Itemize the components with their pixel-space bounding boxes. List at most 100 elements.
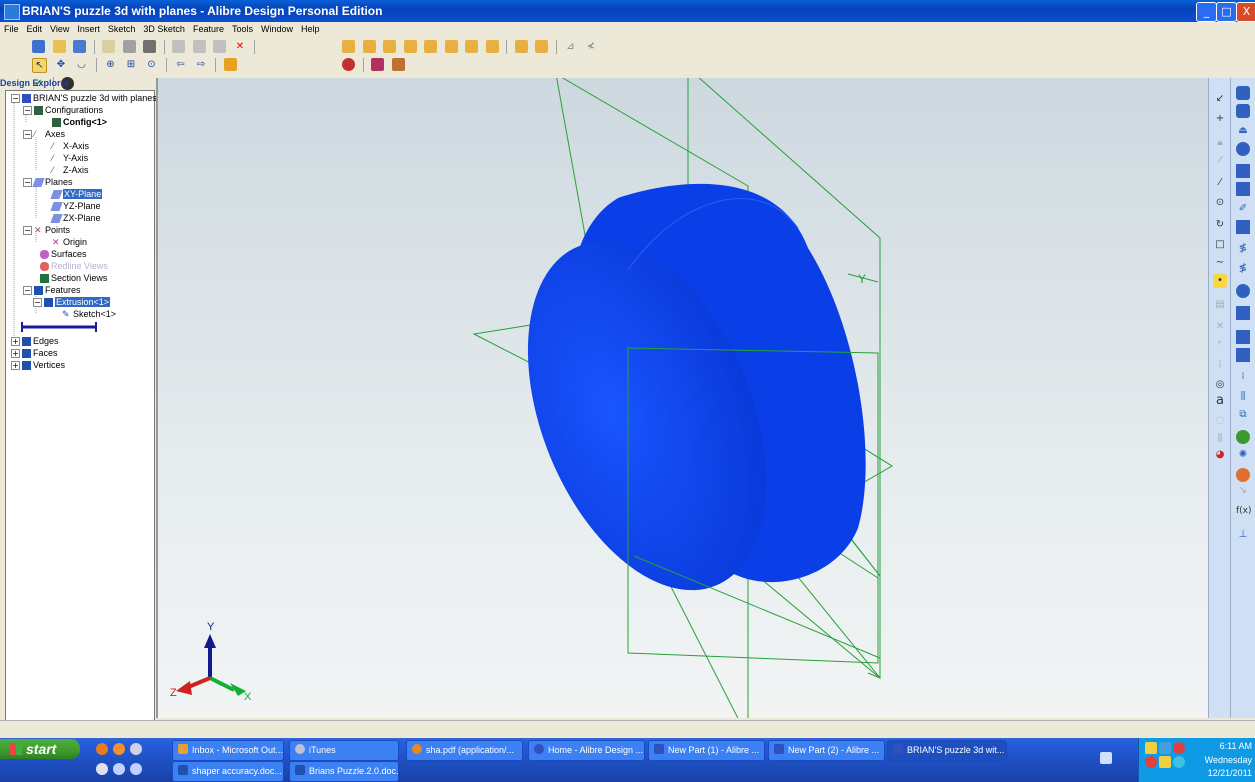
pattern-icon[interactable] bbox=[342, 58, 355, 71]
tree-item-y-axis[interactable]: ⁄ Y-Axis bbox=[52, 153, 89, 164]
next-view-icon[interactable]: ⇨ bbox=[196, 59, 206, 70]
rollback-bar-icon[interactable] bbox=[20, 321, 100, 333]
paste-icon[interactable] bbox=[213, 40, 226, 53]
tree-item-extrusion-1[interactable]: Extrusion<1> bbox=[44, 296, 111, 308]
tree-item-surfaces[interactable]: Surfaces bbox=[40, 248, 87, 260]
rectangle-icon[interactable]: □ bbox=[1215, 239, 1225, 250]
sweep-cut-icon[interactable] bbox=[465, 40, 478, 53]
zoom-window-icon[interactable]: ⊞ bbox=[126, 59, 136, 70]
mirror-icon[interactable] bbox=[371, 58, 384, 71]
select-arrow-icon[interactable]: ↖ bbox=[32, 58, 47, 73]
help-tray-icon[interactable] bbox=[1100, 752, 1112, 764]
pattern-sketch-icon[interactable]: ⁞ bbox=[1218, 359, 1222, 370]
copy-icon[interactable] bbox=[192, 40, 206, 53]
inspect-icon[interactable]: ✺ bbox=[1238, 449, 1248, 460]
zoom-fit-icon[interactable]: ⊕ bbox=[106, 59, 115, 70]
delete-icon[interactable]: ✕ bbox=[235, 41, 245, 52]
open-folder-icon[interactable] bbox=[52, 40, 66, 53]
taskbar-item-brians-puzzle[interactable]: BRIAN'S puzzle 3d wit... bbox=[887, 740, 1007, 761]
mirror-sketch-icon[interactable]: ◌ bbox=[1215, 415, 1225, 426]
tree-item-sketch-1[interactable]: ✎ Sketch<1> bbox=[62, 309, 117, 320]
new-icon[interactable] bbox=[32, 40, 45, 53]
tree-item-vertices[interactable]: Vertices bbox=[22, 359, 65, 371]
part-feature-icon[interactable] bbox=[1236, 86, 1250, 100]
print-icon[interactable] bbox=[143, 40, 156, 53]
tray-icon[interactable] bbox=[1145, 742, 1157, 754]
rotate-icon[interactable]: ◡ bbox=[77, 59, 86, 70]
quicklaunch-icon[interactable] bbox=[113, 763, 125, 775]
quicklaunch-icon[interactable] bbox=[113, 743, 125, 755]
cut-icon[interactable] bbox=[172, 40, 185, 53]
model-canvas[interactable]: Y Y X Z bbox=[158, 78, 1210, 718]
project-icon[interactable]: ⫼ bbox=[1217, 433, 1223, 444]
quicklaunch-icon[interactable] bbox=[130, 763, 142, 775]
extrude-cut-icon[interactable] bbox=[424, 40, 437, 53]
csys-icon[interactable] bbox=[1236, 348, 1250, 362]
sun-icon[interactable]: ↘ bbox=[1238, 485, 1248, 496]
taskbar-item-pdf[interactable]: sha.pdf (application/... bbox=[406, 740, 523, 761]
lock-sketch-icon[interactable]: 🔒︎ bbox=[1217, 137, 1223, 148]
tree-item-edges[interactable]: Edges bbox=[22, 335, 59, 347]
measure-icon[interactable] bbox=[1236, 430, 1250, 444]
collapse-toggle[interactable]: − bbox=[23, 130, 32, 139]
tree-item-config-1[interactable]: Config<1> bbox=[52, 116, 107, 128]
tree-item-z-axis[interactable]: ⁄ Z-Axis bbox=[52, 165, 89, 176]
equations-icon[interactable]: f(x) bbox=[1236, 506, 1252, 516]
menu-file[interactable]: File bbox=[4, 24, 19, 34]
sketch-select-icon[interactable]: ↙ bbox=[1215, 93, 1225, 104]
tray-icon[interactable] bbox=[1145, 756, 1157, 768]
circle-icon[interactable]: ⊙ bbox=[1215, 197, 1225, 208]
mirror-feature-icon[interactable]: ⫼ bbox=[1240, 391, 1246, 402]
scale-feature-icon[interactable]: ⧉ bbox=[1239, 409, 1247, 420]
line-icon[interactable]: ⁄ bbox=[1219, 177, 1221, 188]
extrude-boss-icon[interactable] bbox=[342, 40, 355, 53]
sweep-icon[interactable] bbox=[1236, 142, 1250, 156]
tree-item-redline-views[interactable]: Redline Views bbox=[40, 260, 108, 272]
menu-3d-sketch[interactable]: 3D Sketch bbox=[143, 24, 185, 34]
offset-icon[interactable]: ◎ bbox=[1215, 379, 1225, 390]
expand-toggle[interactable]: + bbox=[11, 337, 20, 346]
shell-feature-icon[interactable] bbox=[1236, 220, 1250, 234]
tree-item-features[interactable]: Features bbox=[34, 284, 81, 296]
tree-item-points[interactable]: ✕ Points bbox=[34, 225, 71, 236]
check-icon[interactable]: ✔ bbox=[34, 78, 43, 89]
tray-icon[interactable] bbox=[1159, 742, 1171, 754]
collapse-toggle[interactable]: − bbox=[23, 226, 32, 235]
collapse-toggle[interactable]: − bbox=[11, 94, 20, 103]
maximize-button[interactable]: □ bbox=[1216, 2, 1237, 22]
trim-icon[interactable]: ✕ bbox=[1215, 321, 1225, 332]
rib-icon[interactable]: ≸ bbox=[1238, 243, 1248, 254]
taskbar-item-shaper-doc[interactable]: shaper accuracy.doc... bbox=[172, 761, 284, 782]
chamfer-icon[interactable] bbox=[535, 40, 548, 53]
firefox-quicklaunch-icon[interactable] bbox=[96, 743, 108, 755]
previous-view-icon[interactable]: ⇦ bbox=[176, 59, 185, 70]
tree-item-configurations[interactable]: Configurations bbox=[34, 104, 103, 116]
expand-toggle[interactable]: + bbox=[11, 349, 20, 358]
boss-icon[interactable] bbox=[1236, 104, 1250, 118]
quicklaunch-icon[interactable] bbox=[130, 743, 142, 755]
spline-icon[interactable]: ∼ bbox=[1215, 257, 1225, 268]
split-icon[interactable]: ≸ bbox=[1238, 263, 1248, 274]
shell-icon[interactable]: ≮ bbox=[586, 41, 596, 52]
loft-boss-icon[interactable] bbox=[403, 40, 417, 53]
tree-item-section-views[interactable]: Section Views bbox=[40, 272, 107, 284]
minimize-button[interactable]: _ bbox=[1196, 2, 1217, 22]
text-sketch-icon[interactable]: ▤ bbox=[1215, 299, 1225, 310]
construction-icon[interactable]: ⁄ bbox=[1219, 155, 1221, 166]
extrusion-body[interactable] bbox=[481, 183, 866, 625]
tree-item-yz-plane[interactable]: YZ-Plane bbox=[50, 200, 101, 212]
revolve-icon[interactable]: ⏏ bbox=[1238, 125, 1248, 136]
start-button[interactable]: start bbox=[0, 739, 80, 759]
constraint-icon[interactable]: ◕ bbox=[1215, 449, 1225, 460]
save-icon[interactable] bbox=[73, 40, 86, 53]
tray-icon[interactable] bbox=[1173, 742, 1185, 754]
tree-item-part-root[interactable]: BRIAN'S puzzle 3d with planes bbox=[22, 92, 157, 104]
menu-feature[interactable]: Feature bbox=[192, 24, 224, 34]
expand-toggle[interactable]: + bbox=[11, 361, 20, 370]
print-preview-icon[interactable] bbox=[102, 40, 115, 53]
menu-help[interactable]: Help bbox=[301, 24, 320, 34]
pattern-feature-icon[interactable]: ⁞ bbox=[1241, 371, 1245, 382]
annotation-icon[interactable]: a bbox=[1216, 393, 1224, 408]
menu-edit[interactable]: Edit bbox=[26, 24, 43, 34]
tree-item-origin[interactable]: ✕ Origin bbox=[52, 237, 88, 248]
